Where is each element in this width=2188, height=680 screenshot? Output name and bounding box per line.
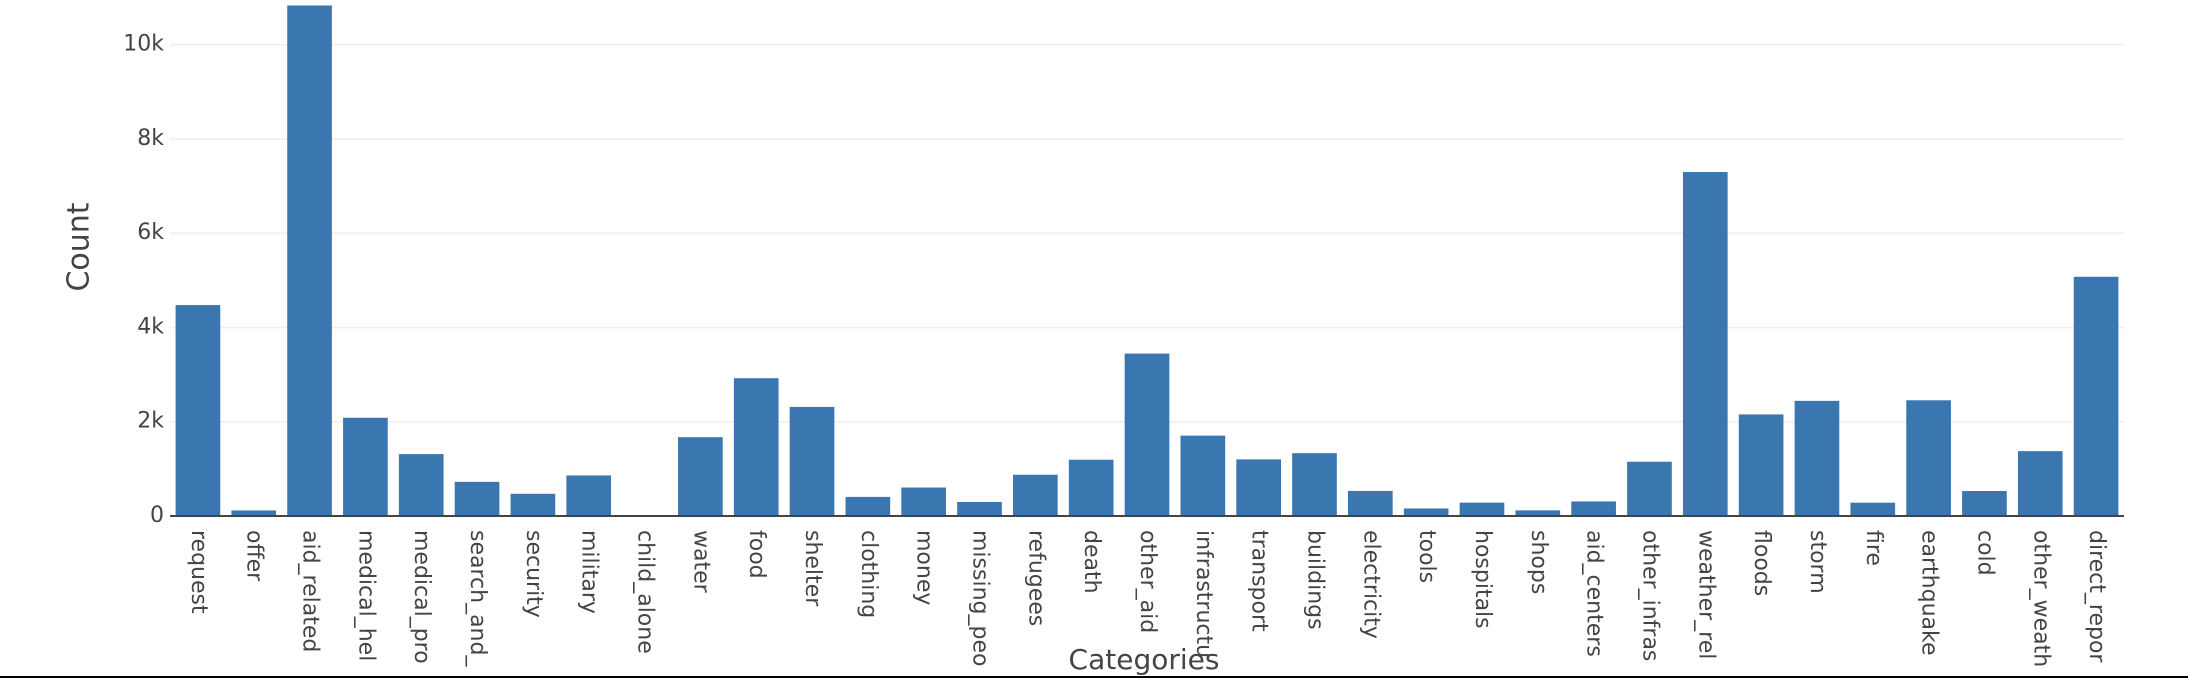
- bar: [2017, 451, 2063, 516]
- bar: [1124, 353, 1170, 516]
- x-tick-label: cold: [1972, 530, 1997, 576]
- x-tick-label: medical_pro: [409, 530, 434, 664]
- x-tick-label: hospitals: [1470, 530, 1495, 629]
- bar: [1459, 502, 1505, 516]
- x-tick-label: aid_related: [298, 530, 323, 652]
- bar: [901, 487, 947, 516]
- bar: [733, 378, 779, 516]
- bar: [2073, 276, 2119, 516]
- bar: [1627, 461, 1672, 516]
- plot-area: request offer aid_related medical_hel medica…: [170, 5, 2124, 667]
- bar: [789, 406, 835, 516]
- bar: [287, 5, 332, 516]
- x-tick-label: aid_centers: [1582, 530, 1607, 657]
- x-tick-label: transport: [1247, 530, 1272, 632]
- bar: [1850, 502, 1896, 516]
- x-axis-title: Categories: [1069, 643, 1220, 676]
- x-tick-label: request: [186, 530, 211, 614]
- bar: [343, 417, 388, 516]
- y-tick-label: 2k: [137, 409, 164, 434]
- bar: [1906, 400, 1951, 516]
- x-tick-label: food: [744, 530, 769, 579]
- bar: [231, 510, 277, 516]
- y-tick-label: 4k: [137, 314, 164, 339]
- bar: [510, 493, 556, 516]
- bar: [678, 437, 723, 516]
- x-tick-label: offer: [242, 530, 267, 582]
- bar: [845, 496, 891, 516]
- bar: [1236, 459, 1281, 516]
- x-tick-label: water: [688, 530, 713, 594]
- x-tick-label: shops: [1526, 530, 1551, 594]
- x-tick-label: electricity: [1358, 530, 1383, 639]
- bar: [957, 501, 1002, 516]
- bar: [175, 305, 221, 516]
- bar: [454, 481, 500, 516]
- x-tick-label: medical_hel: [353, 530, 378, 661]
- bar: [1013, 474, 1058, 516]
- y-tick-label: 8k: [137, 126, 164, 151]
- x-tick-label: death: [1079, 530, 1104, 594]
- x-tick-label: floods: [1749, 530, 1774, 596]
- y-tick-label: 6k: [137, 220, 164, 245]
- x-tick-label: buildings: [1302, 530, 1327, 630]
- x-tick-label: security: [521, 530, 546, 618]
- bar: [566, 475, 612, 516]
- x-tick-label: earthquake: [1917, 530, 1942, 656]
- bar: [398, 454, 444, 516]
- x-tick-label: infrastructu: [1191, 530, 1216, 658]
- x-tick-label: other_infras: [1637, 530, 1662, 661]
- x-tick-label: fire: [1861, 530, 1886, 566]
- bar: [1738, 414, 1784, 516]
- bar: [1068, 459, 1114, 516]
- bar: [1180, 435, 1226, 516]
- x-tick-label: clothing: [856, 530, 881, 618]
- bar: [1962, 491, 2007, 516]
- y-tick-label: 10k: [123, 32, 164, 57]
- x-tick-label: child_alone: [633, 530, 658, 654]
- x-tick-label: money: [912, 530, 937, 605]
- bar: [1682, 172, 1728, 517]
- bar: [1403, 508, 1449, 516]
- y-tick-label: 0: [150, 503, 164, 528]
- bar: [1571, 501, 1616, 516]
- y-axis-title: Count: [62, 202, 97, 291]
- x-tick-label: other_aid: [1135, 530, 1160, 633]
- bar: [1794, 400, 1840, 516]
- x-tick-label: tools: [1414, 530, 1439, 583]
- x-tick-label: military: [577, 530, 602, 614]
- x-tick-label: refugees: [1023, 530, 1048, 626]
- x-tick-label: other_weath: [2028, 530, 2053, 667]
- bar: [1515, 510, 1561, 516]
- x-tick-label: shelter: [800, 530, 825, 607]
- x-tick-label: search_and_: [465, 530, 490, 667]
- x-tick-label: direct_repor: [2084, 530, 2109, 663]
- x-tick-label: storm: [1805, 530, 1830, 594]
- x-tick-label: missing_peo: [968, 530, 993, 666]
- bar: [1347, 490, 1393, 516]
- bar: [1292, 453, 1337, 516]
- x-tick-label: weather_rel: [1693, 530, 1718, 659]
